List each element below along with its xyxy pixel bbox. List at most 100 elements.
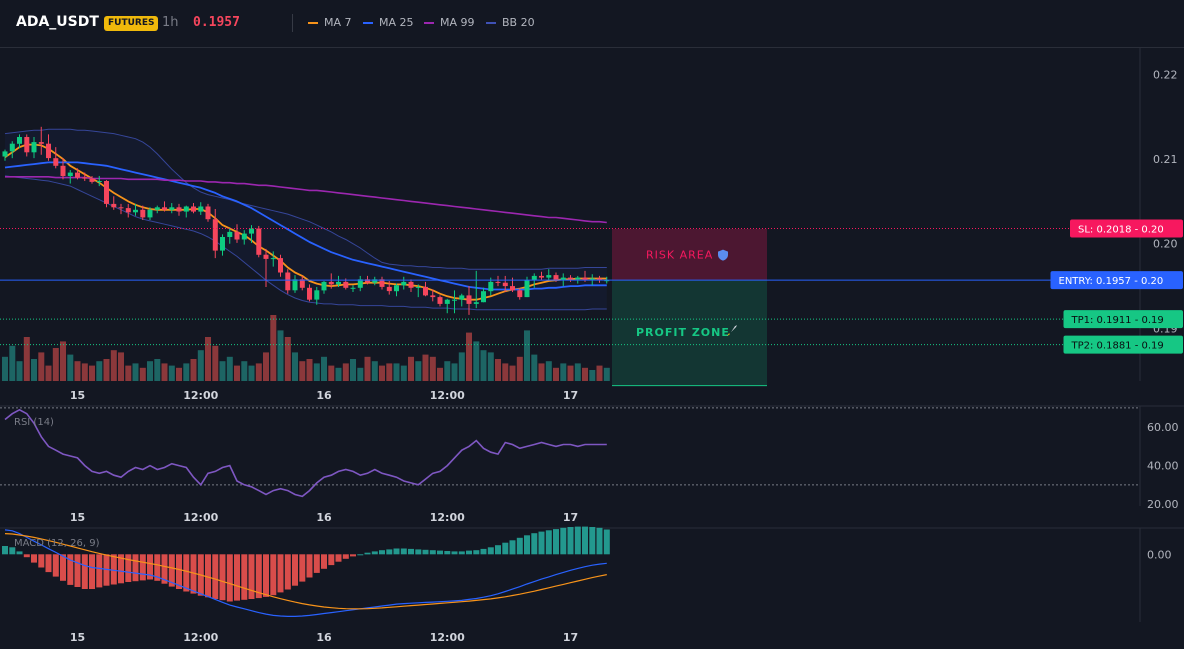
macd-histogram-bar — [263, 554, 269, 597]
candle — [60, 158, 66, 180]
candle — [125, 203, 131, 218]
candle — [386, 281, 392, 295]
volume-bar — [357, 367, 364, 381]
level-badge-label: SL: 0.2018 - 0.20 — [1078, 224, 1164, 235]
candle — [437, 295, 443, 307]
macd-line — [4, 529, 607, 618]
volume-bar — [190, 359, 197, 381]
volume-bar — [429, 356, 436, 381]
volume-bar — [364, 356, 371, 381]
macd-histogram-bar — [161, 554, 168, 584]
volume-bar — [60, 341, 66, 381]
volume-bar — [96, 361, 103, 381]
candle — [401, 276, 407, 290]
macd-histogram-bar — [147, 554, 153, 580]
legend-ma7[interactable]: MA 7 — [308, 15, 352, 31]
candle — [546, 269, 552, 281]
macd-histogram-bar — [473, 550, 480, 555]
price-tick-label: 0.22 — [1153, 68, 1178, 81]
volume-bar — [52, 348, 59, 381]
candle — [357, 275, 363, 292]
legend-ma25[interactable]: MA 25 — [363, 15, 414, 31]
volume-bar — [495, 359, 501, 381]
volume-bar — [582, 367, 588, 381]
time-tick-label: 15 — [70, 511, 85, 524]
candle — [67, 170, 73, 184]
volume-bar — [219, 361, 226, 381]
shield-icon — [718, 249, 728, 261]
macd-histogram-bar — [567, 527, 574, 555]
candle — [408, 279, 414, 293]
macd-histogram-bar — [110, 554, 117, 585]
level-badge-label: TP2: 0.1881 - 0.19 — [1071, 341, 1164, 352]
volume-bar — [270, 315, 277, 381]
time-tick-label: 17 — [563, 389, 578, 402]
candle — [118, 203, 124, 215]
macd-histogram-bar — [502, 542, 509, 555]
volume-bar — [226, 356, 233, 381]
candle — [495, 275, 501, 287]
volume-bar — [321, 356, 327, 381]
candle — [183, 205, 189, 218]
macd-histogram-bar — [466, 550, 472, 555]
legend-swatch-ma7 — [308, 22, 318, 24]
timeframe-label[interactable]: 1h — [162, 15, 179, 30]
volume-bar — [234, 365, 240, 381]
candle — [147, 207, 153, 221]
macd-signal-line — [4, 533, 607, 610]
profit-zone — [612, 280, 767, 386]
candle — [82, 172, 88, 182]
candle — [350, 285, 356, 293]
candle — [9, 141, 15, 159]
macd-histogram-bar — [408, 548, 414, 555]
symbol-label[interactable]: ADA_USDT — [16, 14, 99, 30]
candle — [89, 175, 95, 184]
volume-bar — [125, 365, 132, 381]
volume-bar — [31, 359, 37, 381]
price-tick-label: 0.21 — [1153, 153, 1178, 166]
volume-bar — [451, 363, 458, 381]
legend-swatch-ma99 — [424, 22, 434, 24]
candle — [46, 134, 51, 161]
volume-bar — [161, 363, 168, 381]
macd-histogram-bar — [67, 554, 74, 585]
candle — [169, 203, 175, 214]
macd-histogram-bar — [306, 554, 313, 578]
candle — [140, 205, 146, 221]
volume-bar — [393, 363, 400, 381]
candle — [220, 234, 225, 256]
macd-histogram-bar — [81, 554, 88, 589]
volume-bar — [299, 361, 306, 381]
time-tick-label: 16 — [316, 389, 332, 402]
macd-histogram-bar — [400, 548, 407, 555]
volume-bar — [176, 367, 182, 381]
volume-bar — [263, 352, 269, 381]
macd-histogram-bar — [524, 535, 530, 555]
candle — [473, 270, 479, 309]
rsi-tick-label: 20.00 — [1147, 498, 1179, 511]
candle — [517, 288, 523, 300]
legend-ma99[interactable]: MA 99 — [424, 15, 475, 31]
candle — [423, 281, 428, 297]
macd-histogram-bar — [16, 551, 23, 555]
time-tick-label: 15 — [70, 631, 85, 644]
macd-histogram-bar — [487, 547, 494, 555]
level-badge-1 — [1050, 271, 1183, 290]
volume-bar — [205, 337, 211, 381]
time-tick-label: 17 — [563, 511, 578, 524]
volume-bar — [212, 345, 219, 381]
macd-histogram-bar — [241, 554, 248, 600]
macd-histogram-bar — [190, 554, 197, 594]
volume-bar — [509, 365, 516, 381]
macd-histogram-bar — [284, 554, 291, 590]
macd-histogram-bar — [212, 554, 219, 599]
macd-histogram-bar — [342, 554, 349, 559]
time-tick-label: 12:00 — [430, 389, 465, 402]
volume-bar — [183, 363, 190, 381]
rsi-line — [4, 408, 607, 498]
candle — [162, 201, 167, 212]
volume-bar — [408, 356, 414, 381]
legend-bb20[interactable]: BB 20 — [486, 15, 535, 31]
candle — [212, 208, 218, 259]
